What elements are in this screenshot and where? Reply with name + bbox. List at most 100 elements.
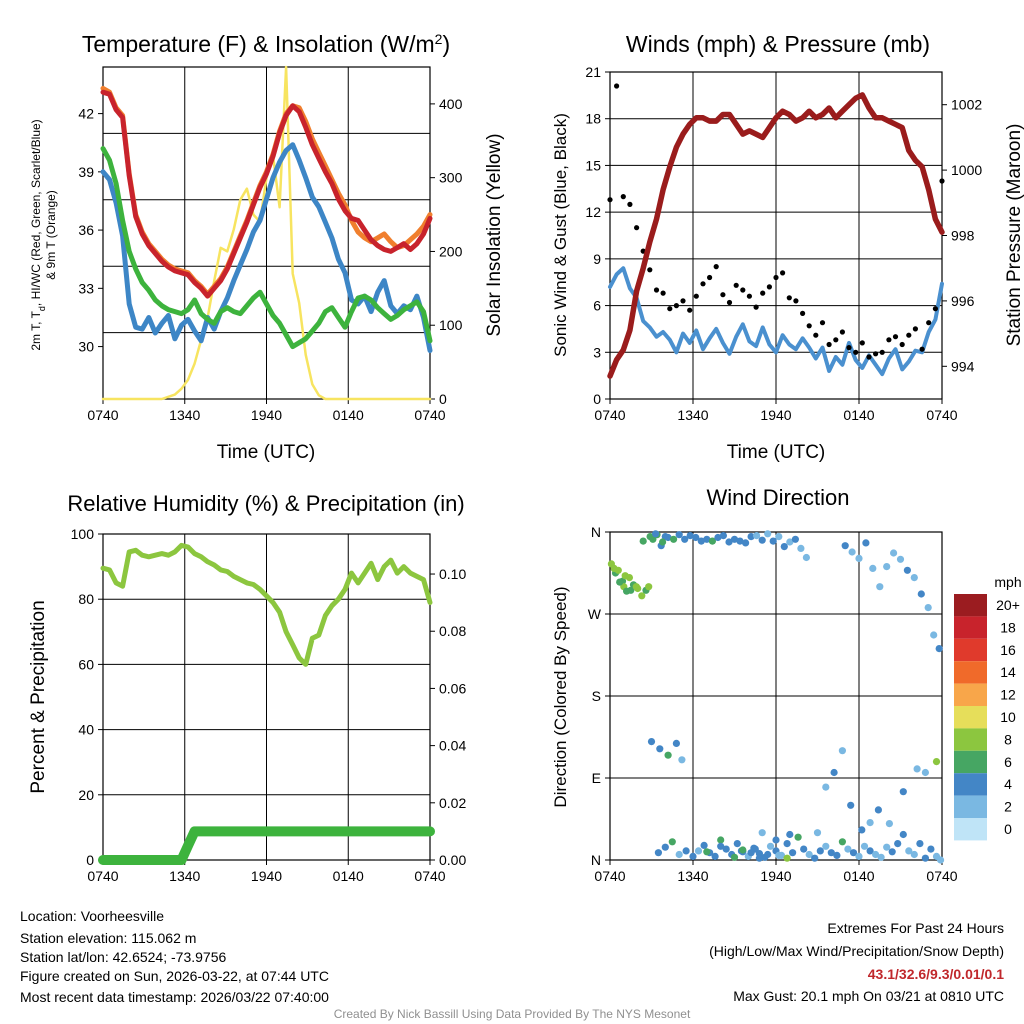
credit-text: Created By Nick Bassill Using Data Provi… [333, 1007, 691, 1021]
speed-legend-swatch [954, 638, 987, 662]
wind-series-gust-point [826, 341, 832, 348]
temp-chart-ylabel-rest: , HI/WC (Red, Green, Scarlet/Blue) [29, 119, 43, 306]
wind-series-gust-point [939, 178, 945, 184]
dir-point [896, 555, 905, 563]
dir-point [903, 566, 912, 574]
dir-point [932, 758, 941, 766]
temp-chart-title: Temperature (F) & Insolation (W/m2) [82, 31, 450, 57]
wind-series-gust-point [673, 303, 680, 309]
wind-chart-ytick-label: 6 [593, 298, 601, 314]
wind-series-gust-point [700, 281, 706, 287]
wind-series-gust-point [607, 197, 613, 203]
wind-series-gust-point [932, 306, 939, 312]
wind-series-gust-point [740, 287, 746, 293]
dir-point [822, 842, 830, 850]
wind-series-gust-point [680, 298, 686, 304]
temp-chart-y2tick-label: 100 [439, 317, 463, 333]
wind-series-gust-point [733, 282, 739, 288]
wind-series-gust-point [806, 323, 812, 329]
wind-chart-ytick-label: 21 [585, 64, 601, 80]
dir-point [876, 583, 884, 591]
wind-series-gust-point [800, 310, 806, 316]
dir-point [827, 849, 835, 857]
wind-series-gust-point [693, 293, 699, 299]
wind-series-gust-point [780, 270, 786, 276]
dir-point [789, 849, 797, 857]
dir-point [899, 788, 907, 796]
dir-point [885, 820, 894, 828]
dir-chart-ytick-label: E [592, 770, 601, 786]
rh-chart-xtick-label: 1940 [251, 868, 282, 884]
dir-point [703, 848, 711, 856]
wind-series-gust-point [866, 354, 872, 360]
dir-point [910, 850, 918, 859]
dir-point [638, 592, 646, 600]
dir-point [786, 538, 794, 546]
dir-point [888, 848, 896, 856]
dir-chart-ytick-label: N [591, 524, 601, 540]
wind-chart-xtick-label: 0740 [594, 407, 625, 423]
wind-chart-xtick-label: 1940 [760, 407, 791, 423]
wind-chart-ytick-label: 0 [593, 391, 601, 407]
dir-point [937, 856, 945, 864]
speed-legend-title: mph [994, 574, 1021, 590]
wind-series-gust-point [627, 201, 633, 207]
dir-point [711, 852, 719, 861]
speed-legend-label: 20+ [996, 597, 1020, 613]
dir-point [714, 533, 722, 542]
dir-point [758, 536, 766, 544]
speed-legend-swatch [954, 594, 987, 617]
dir-point [874, 806, 883, 814]
speed-legend-swatch [954, 706, 987, 729]
dir-point [661, 843, 669, 851]
dir-point [753, 532, 761, 540]
speed-legend-swatch [954, 616, 987, 639]
dir-point [791, 535, 800, 543]
wind-series-gust-point [713, 264, 719, 270]
temp-chart-ylabel-sub: d [37, 306, 47, 311]
dir-point [783, 854, 791, 862]
wind-series-gust-point [819, 320, 826, 326]
dir-point [924, 604, 932, 612]
wind-series-gust-point [813, 332, 819, 338]
dir-chart-ylabel: Direction (Colored By Speed) [551, 586, 570, 807]
temp-chart-ytick-label: 39 [78, 164, 94, 180]
dir-point [700, 841, 708, 850]
dir-point [848, 548, 856, 556]
wind-chart-ytick-label: 15 [585, 157, 601, 173]
wind-series-sonic [608, 266, 944, 377]
max-gust-text: Max Gust: 20.1 mph On 03/21 at 0810 UTC [733, 988, 1004, 1004]
rh-chart-ytick-label: 100 [71, 526, 95, 542]
wind-series-gust-point [753, 304, 759, 310]
dir-chart-ytick-label: N [591, 852, 601, 868]
dir-point [747, 533, 755, 541]
wind-series-gust-point [919, 346, 925, 352]
wind-chart-xlabel: Time (UTC) [727, 442, 826, 463]
dir-point [916, 840, 924, 848]
dir-point [841, 542, 849, 550]
temp-chart-y2tick-label: 400 [439, 96, 463, 112]
dir-point [670, 535, 678, 543]
dir-point [621, 572, 629, 580]
dir-point [813, 829, 822, 837]
dir-point [730, 535, 739, 543]
dir-point [775, 851, 783, 860]
temp-chart-ytick-label: 33 [78, 280, 94, 296]
dir-point [758, 829, 766, 837]
dir-point [780, 543, 788, 551]
dir-point [855, 554, 863, 563]
wind-series-gust-point [614, 83, 620, 89]
dir-point [725, 538, 733, 546]
temp-series-dewpoint [100, 146, 433, 350]
speed-legend-swatch [954, 728, 987, 751]
dir-point [833, 851, 841, 860]
dir-point [877, 853, 885, 861]
dir-point [610, 564, 618, 573]
rh-chart-y2tick-label: 0.10 [439, 566, 466, 582]
dir-point [822, 783, 830, 791]
dir-point [717, 842, 725, 850]
dir-point [772, 836, 780, 844]
dir-point [722, 845, 730, 853]
extremes-subtitle: (High/Low/Max Wind/Precipitation/Snow De… [709, 943, 1004, 959]
dir-point [838, 838, 847, 846]
